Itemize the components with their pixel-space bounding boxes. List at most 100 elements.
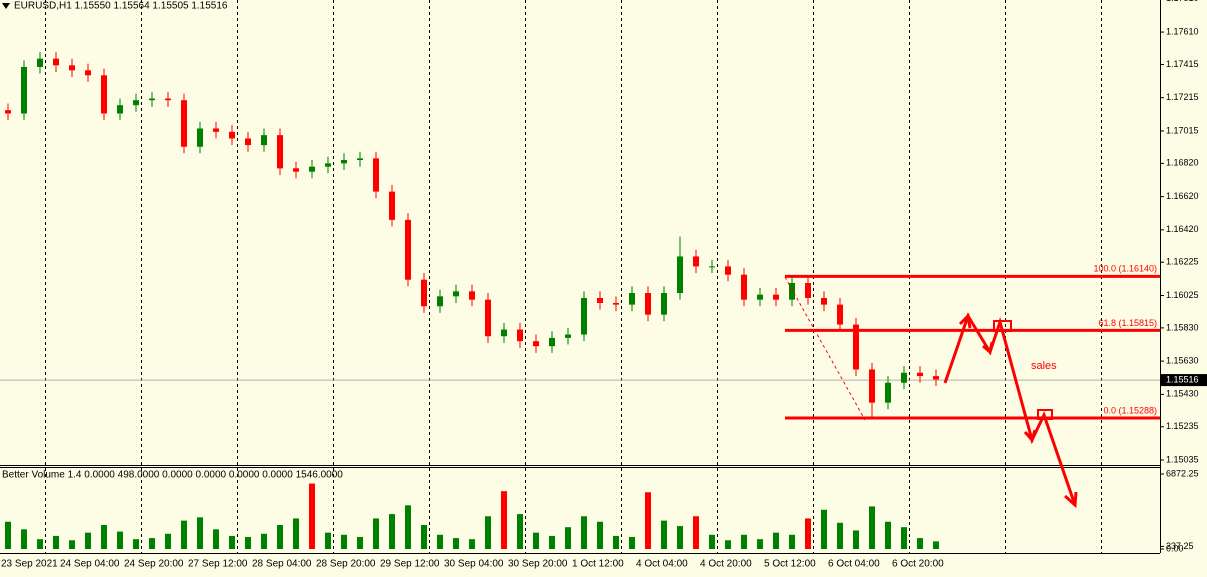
candle-body <box>645 292 651 315</box>
candle-body <box>277 135 283 169</box>
candle-body <box>821 297 827 305</box>
candle-body <box>389 191 395 220</box>
candle-body <box>581 297 587 335</box>
candle-body <box>805 283 811 298</box>
volume-bar <box>917 538 923 549</box>
candle-body <box>853 324 859 370</box>
fib-label: 61.8 (1.15815) <box>1098 318 1157 328</box>
volume-bar <box>725 540 731 549</box>
volume-bar <box>629 536 635 549</box>
candle-body <box>709 266 715 268</box>
x-tick-label: 1 Oct 12:00 <box>572 559 624 570</box>
candle-body <box>549 337 555 347</box>
volume-bar <box>133 539 139 549</box>
candle-body <box>661 292 667 315</box>
volume-bar <box>565 527 571 549</box>
volume-bar <box>869 506 875 549</box>
fib-label: 0.0 (1.15288) <box>1103 405 1157 415</box>
volume-bar <box>741 534 747 549</box>
y-tick-label: 1.15430 <box>1166 389 1199 399</box>
volume-bar <box>101 524 107 549</box>
volume-bar <box>85 532 91 549</box>
candle-body <box>197 128 203 147</box>
volume-bar <box>693 516 699 549</box>
candle-body <box>117 105 123 114</box>
candle-body <box>405 219 411 280</box>
volume-bar <box>469 539 475 549</box>
volume-bar <box>549 535 555 549</box>
candle-body <box>613 302 619 305</box>
volume-bar <box>5 521 11 549</box>
menu-arrow <box>2 3 10 9</box>
candle-body <box>565 334 571 338</box>
volume-bar <box>373 518 379 549</box>
x-tick-label: 5 Oct 12:00 <box>764 559 816 570</box>
arrowhead <box>958 312 972 329</box>
volume-bar <box>613 535 619 549</box>
candle-body <box>325 163 331 167</box>
candle-body <box>773 294 779 300</box>
x-tick-label: 29 Sep 12:00 <box>380 559 440 570</box>
candle-body <box>885 382 891 403</box>
y-tick-label: 1.16620 <box>1166 191 1199 201</box>
candle-body <box>245 138 251 146</box>
volume-bar <box>69 540 75 549</box>
candle-body <box>533 341 539 347</box>
candle-body <box>517 329 523 342</box>
volume-bar <box>661 520 667 549</box>
x-tick-label: 30 Sep 04:00 <box>444 559 504 570</box>
candle-body <box>837 304 843 325</box>
candle-body <box>5 110 11 114</box>
candle-body <box>901 372 907 383</box>
current-price-label: 1.15516 <box>1166 374 1199 384</box>
volume-bar <box>757 539 763 549</box>
entry-box <box>993 320 1012 332</box>
volume-bar <box>165 533 171 549</box>
candle-body <box>309 166 315 172</box>
candle-body <box>357 158 363 161</box>
volume-bar <box>581 516 587 549</box>
y-tick-label: 1.15830 <box>1166 322 1199 332</box>
x-tick-label: 6 Oct 04:00 <box>828 559 880 570</box>
candle-body <box>181 100 187 147</box>
x-tick-label: 4 Oct 04:00 <box>636 559 688 570</box>
candle-body <box>21 66 27 114</box>
y-tick-label: 1.16420 <box>1166 224 1199 234</box>
grid <box>0 0 1160 553</box>
volume-tick-label: 0.00 <box>1166 543 1184 553</box>
x-tick-label: 28 Sep 20:00 <box>316 559 376 570</box>
volume-bar <box>933 541 939 549</box>
annotation: sales <box>1031 360 1057 372</box>
volume-bar <box>277 524 283 549</box>
volume-bar <box>229 535 235 549</box>
candle-body <box>293 168 299 172</box>
volume-bar <box>773 532 779 549</box>
x-tick-label: 30 Sep 20:00 <box>508 559 568 570</box>
candle-body <box>469 291 475 300</box>
volume-bar <box>901 527 907 549</box>
arrowhead <box>982 341 994 355</box>
y-tick-label: 1.17810 <box>1166 0 1199 3</box>
volume-bar <box>245 536 251 549</box>
y-tick-label: 1.15035 <box>1166 454 1199 464</box>
y-tick-label: 1.15235 <box>1166 421 1199 431</box>
candle-body <box>261 135 267 146</box>
volume-bar <box>197 517 203 549</box>
volume-bar <box>597 521 603 549</box>
candle-body <box>597 297 603 303</box>
volume-bar <box>213 529 219 549</box>
x-tick-label: 27 Sep 12:00 <box>188 559 248 570</box>
volume-tick-label: 6872.25 <box>1166 468 1199 478</box>
volume-bar <box>789 534 795 549</box>
x-tick-label: 4 Oct 20:00 <box>700 559 752 570</box>
candle-body <box>421 279 427 307</box>
volume-bar <box>181 520 187 549</box>
volume-bar <box>485 516 491 549</box>
volume-bar <box>293 518 299 549</box>
volume-bar <box>37 539 43 549</box>
candle-body <box>677 256 683 293</box>
volume-bar <box>677 526 683 549</box>
volume-bar <box>309 483 315 549</box>
